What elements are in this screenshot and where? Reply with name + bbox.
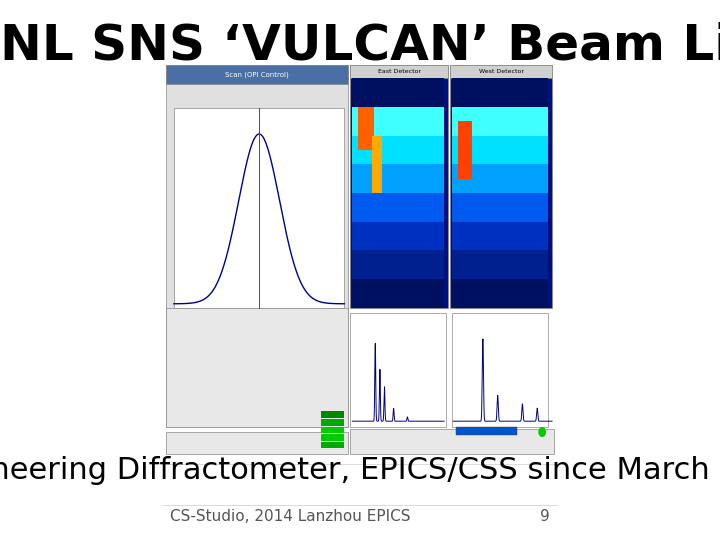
FancyBboxPatch shape — [352, 78, 444, 107]
FancyBboxPatch shape — [166, 308, 348, 427]
FancyBboxPatch shape — [352, 251, 444, 279]
FancyBboxPatch shape — [452, 107, 548, 136]
FancyBboxPatch shape — [352, 164, 444, 193]
FancyBboxPatch shape — [174, 108, 344, 308]
FancyBboxPatch shape — [166, 65, 348, 84]
FancyBboxPatch shape — [452, 136, 548, 164]
FancyBboxPatch shape — [166, 65, 348, 427]
FancyBboxPatch shape — [320, 434, 344, 441]
Text: East Detector: East Detector — [378, 69, 420, 74]
FancyBboxPatch shape — [320, 427, 344, 433]
Text: CS-Studio, 2014 Lanzhou EPICS: CS-Studio, 2014 Lanzhou EPICS — [170, 509, 410, 524]
FancyBboxPatch shape — [452, 251, 548, 279]
FancyBboxPatch shape — [352, 279, 444, 308]
FancyBboxPatch shape — [359, 107, 374, 150]
FancyBboxPatch shape — [456, 427, 518, 435]
FancyBboxPatch shape — [450, 65, 552, 78]
FancyBboxPatch shape — [450, 65, 552, 308]
FancyBboxPatch shape — [452, 279, 548, 308]
FancyBboxPatch shape — [452, 313, 548, 427]
Text: West Detector: West Detector — [479, 69, 523, 74]
Text: Engineering Diffractometer, EPICS/CSS since March 2014: Engineering Diffractometer, EPICS/CSS si… — [0, 456, 720, 485]
FancyBboxPatch shape — [352, 107, 444, 136]
FancyBboxPatch shape — [351, 65, 448, 308]
FancyBboxPatch shape — [352, 193, 444, 222]
FancyBboxPatch shape — [320, 419, 344, 426]
FancyBboxPatch shape — [452, 78, 548, 107]
FancyBboxPatch shape — [352, 136, 444, 164]
FancyBboxPatch shape — [320, 411, 344, 418]
Circle shape — [539, 428, 545, 436]
Text: ORNL SNS ‘VULCAN’ Beam Line: ORNL SNS ‘VULCAN’ Beam Line — [0, 22, 720, 70]
Text: Scan (OPI Control): Scan (OPI Control) — [225, 71, 289, 78]
FancyBboxPatch shape — [351, 65, 448, 78]
FancyBboxPatch shape — [351, 429, 554, 454]
FancyBboxPatch shape — [320, 442, 344, 448]
FancyBboxPatch shape — [351, 313, 446, 427]
FancyBboxPatch shape — [452, 164, 548, 193]
FancyBboxPatch shape — [458, 122, 472, 179]
FancyBboxPatch shape — [452, 222, 548, 251]
FancyBboxPatch shape — [452, 193, 548, 222]
FancyBboxPatch shape — [372, 136, 382, 193]
FancyBboxPatch shape — [352, 222, 444, 251]
FancyBboxPatch shape — [166, 432, 348, 454]
Text: 9: 9 — [540, 509, 550, 524]
